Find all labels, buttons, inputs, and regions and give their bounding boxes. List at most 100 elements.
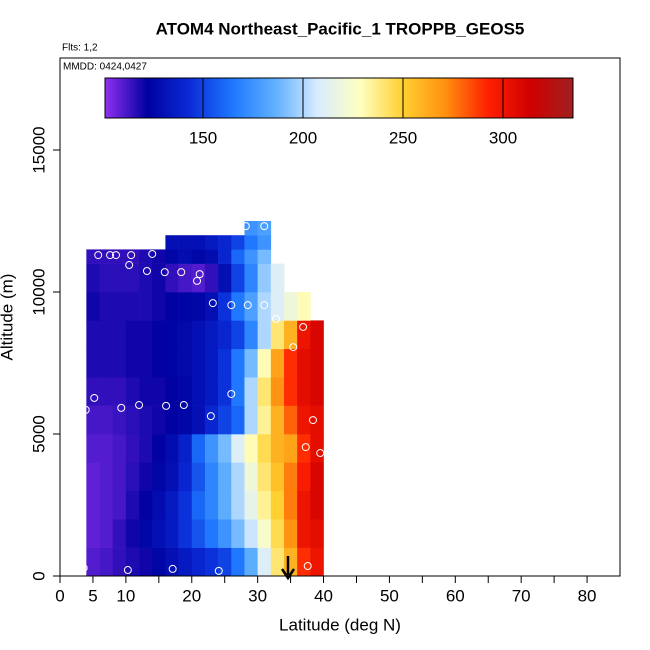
curtain-cell	[257, 320, 272, 350]
flight-point	[90, 393, 99, 402]
curtain-cell	[152, 292, 166, 321]
curtain-cell	[218, 320, 232, 350]
curtain-cell	[270, 519, 285, 548]
curtain-cell	[257, 263, 272, 293]
curtain-cell	[218, 490, 232, 520]
curtain-cell	[125, 462, 140, 492]
curtain-cell	[191, 519, 206, 548]
curtain-cell	[204, 235, 219, 250]
y-tick-label: 0	[29, 571, 48, 580]
curtain-cell	[231, 263, 245, 293]
flight-arrow	[280, 556, 296, 581]
colorbar-tick-label: 200	[289, 128, 317, 147]
x-axis-label: Latitude (deg N)	[279, 615, 401, 634]
curtain-cell	[125, 263, 140, 293]
curtain-cell	[231, 490, 245, 520]
curtain-cell	[165, 263, 179, 293]
curtain-cell	[165, 377, 179, 406]
curtain-cell	[112, 348, 127, 378]
curtain-cell	[99, 405, 114, 435]
curtain-cell	[191, 292, 206, 321]
curtain-cell	[191, 320, 206, 350]
curtain-cell	[244, 348, 258, 378]
curtain-cell	[165, 434, 179, 463]
curtain-cell	[244, 377, 258, 406]
flight-point	[227, 389, 236, 398]
curtain-cell	[231, 462, 245, 492]
curtain-cell	[204, 249, 219, 264]
curtain-cell	[165, 490, 179, 520]
curtain-cell	[310, 547, 324, 577]
curtain-cell	[257, 490, 272, 520]
flight-point	[301, 443, 310, 452]
curtain-cell	[152, 490, 166, 520]
curtain-cell	[99, 292, 114, 321]
curtain-cell	[178, 547, 193, 577]
curtain-cell	[112, 292, 127, 321]
curtain-cell	[310, 377, 324, 406]
colorbar	[104, 77, 574, 119]
curtain-cell	[125, 292, 140, 321]
curtain-cell	[284, 519, 298, 548]
curtain-cell	[112, 547, 127, 577]
curtain-cell	[165, 519, 179, 548]
curtain-cell	[99, 348, 114, 378]
x-tick-label: 0	[55, 586, 64, 605]
flight-point	[193, 276, 202, 285]
x-tick-label: 5	[88, 586, 97, 605]
curtain-cell	[231, 320, 245, 350]
curtain-cell	[310, 348, 324, 378]
curtain-cell	[244, 462, 258, 492]
curtain-cell	[178, 462, 193, 492]
curtain-cell	[244, 221, 258, 236]
flight-point	[195, 270, 204, 279]
curtain-cell	[191, 405, 206, 435]
curtain-cell	[257, 434, 272, 463]
x-tick-label: 50	[380, 586, 399, 605]
curtain-cell	[231, 249, 245, 264]
flight-point	[227, 301, 236, 310]
curtain-cell	[139, 348, 153, 378]
curtain-cell	[244, 490, 258, 520]
curtain-cell	[244, 320, 258, 350]
curtain-cell	[257, 221, 272, 236]
curtain-cell	[112, 434, 127, 463]
flight-point	[160, 268, 169, 277]
curtain-cell	[284, 462, 298, 492]
curtain-cell	[165, 462, 179, 492]
curtain-cell	[231, 519, 245, 548]
colorbar-tick-label: 250	[389, 128, 417, 147]
curtain-cell	[231, 405, 245, 435]
curtain-cell	[284, 490, 298, 520]
curtain-cell	[257, 547, 272, 577]
curtain-cell	[165, 249, 179, 264]
curtain-cell	[204, 263, 219, 293]
curtain-cell	[165, 348, 179, 378]
flight-point	[94, 251, 103, 260]
curtain-cell	[244, 547, 258, 577]
curtain-cell	[218, 547, 232, 577]
flight-point	[148, 249, 157, 258]
curtain-cell	[191, 377, 206, 406]
curtain-cell	[178, 490, 193, 520]
x-tick-label: 10	[116, 586, 135, 605]
curtain-cell	[270, 405, 285, 435]
curtain-cell	[139, 292, 153, 321]
curtain-cell	[218, 462, 232, 492]
curtain-cell	[218, 434, 232, 463]
curtain-cell	[86, 263, 100, 293]
curtain-cell	[310, 434, 324, 463]
colorbar-tick-label: 300	[489, 128, 517, 147]
curtain-cell	[99, 249, 114, 264]
curtain-cell	[218, 249, 232, 264]
curtain-cell	[191, 348, 206, 378]
curtain-cell	[218, 292, 232, 321]
curtain-cell	[284, 434, 298, 463]
curtain-cell	[178, 434, 193, 463]
curtain-cell	[244, 235, 258, 250]
curtain-cell	[152, 405, 166, 435]
curtain-cell	[257, 235, 272, 250]
curtain-cell	[204, 519, 219, 548]
flight-point	[214, 566, 223, 575]
curtain-cell	[139, 547, 153, 577]
